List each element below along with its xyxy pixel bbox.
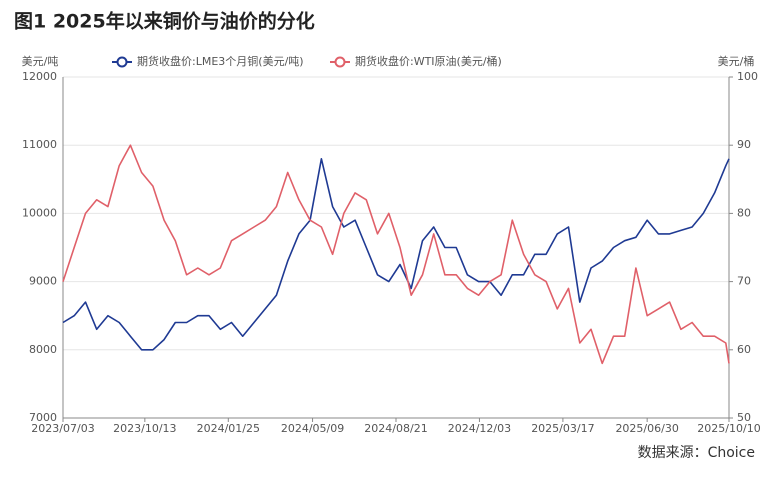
- x-tick-label: 2024/01/25: [197, 422, 260, 435]
- legend-label: 期货收盘价:LME3个月铜(美元/吨): [137, 54, 304, 68]
- y-tick-label: 8000: [29, 343, 57, 356]
- y2-tick-label: 90: [737, 138, 751, 151]
- y-tick-label: 9000: [29, 275, 57, 288]
- y2-tick-label: 80: [737, 206, 751, 219]
- y2-tick-label: 60: [737, 343, 751, 356]
- x-tick-label: 2025/10/10: [697, 422, 760, 435]
- x-tick-label: 2024/08/21: [364, 422, 427, 435]
- y2-tick-label: 70: [737, 275, 751, 288]
- x-tick-label: 2023/07/03: [31, 422, 94, 435]
- y2-axis-label: 美元/桶: [718, 54, 755, 68]
- legend-marker: [116, 56, 128, 68]
- source: 数据来源：Choice: [638, 445, 755, 461]
- y-axis-label: 美元/吨: [22, 55, 59, 68]
- series-line: [62, 144, 730, 365]
- chart-title: 图1 2025年以来铜价与油价的分化: [14, 10, 315, 33]
- series-line: [62, 158, 730, 351]
- x-tick-label: 2023/10/13: [113, 422, 176, 435]
- x-tick-label: 2025/03/17: [531, 422, 594, 435]
- legend-label: 期货收盘价:WTI原油(美元/桶): [355, 54, 502, 68]
- x-tick-label: 2024/05/09: [281, 422, 344, 435]
- y-tick-label: 7000: [29, 411, 57, 424]
- x-tick-label: 2024/12/03: [448, 422, 511, 435]
- y-tick-label: 11000: [22, 138, 57, 151]
- legend-marker: [334, 56, 346, 68]
- y2-tick-label: 100: [737, 70, 758, 83]
- y2-tick-label: 50: [737, 411, 751, 424]
- y-tick-label: 12000: [22, 70, 57, 83]
- x-tick-label: 2025/06/30: [615, 422, 678, 435]
- y-tick-label: 10000: [22, 206, 57, 219]
